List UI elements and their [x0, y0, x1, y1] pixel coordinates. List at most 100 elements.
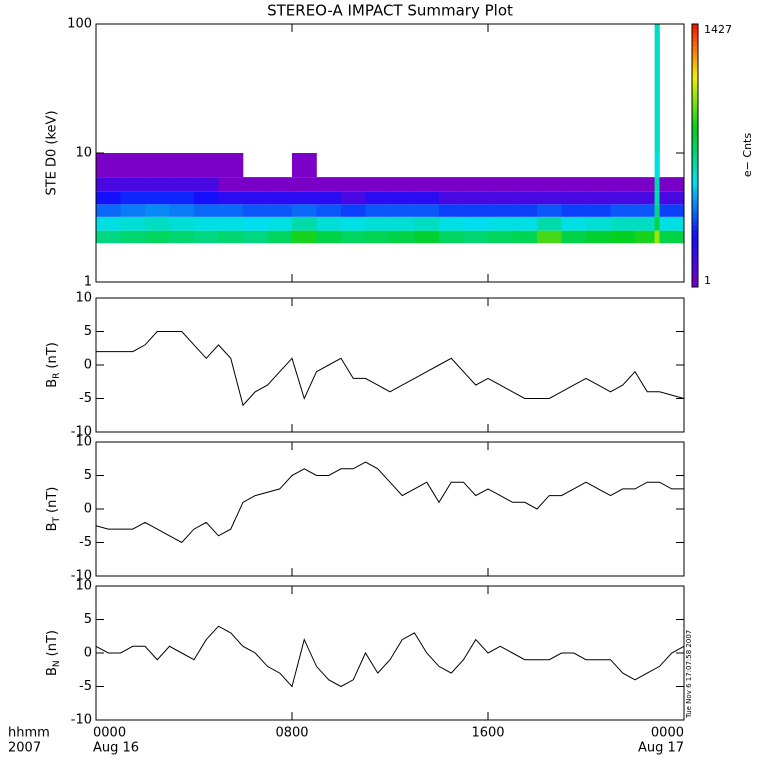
colorbar-step — [692, 37, 698, 43]
heat-cell — [659, 204, 685, 217]
colorbar-step — [692, 28, 698, 34]
x-tick-label: 0000 — [651, 726, 684, 741]
y-label-unit: (nT) — [45, 342, 60, 368]
y-label-unit: (nT) — [45, 487, 60, 513]
heat-cell — [463, 204, 489, 217]
heat-cell — [218, 204, 244, 217]
date-label: Aug 16 — [93, 741, 139, 756]
y-label-sub: R — [52, 373, 62, 379]
x-axis-label: 2007 — [8, 741, 41, 756]
heat-cell — [341, 177, 366, 192]
heat-cell — [537, 177, 562, 192]
y-axis-label: BR (nT) — [45, 342, 62, 388]
heat-cell — [194, 191, 219, 205]
heat-cell — [169, 230, 195, 244]
heat-cell — [120, 153, 146, 178]
colorbar-step — [692, 221, 698, 227]
heat-cell — [316, 230, 342, 244]
y-label-base: B — [45, 379, 60, 388]
heat-cell — [654, 216, 660, 231]
colorbar-step — [692, 54, 698, 60]
heat-cell — [292, 191, 317, 205]
heat-cell — [341, 191, 366, 205]
heat-cell — [243, 177, 268, 192]
colorbar-label: e− Cnts — [741, 133, 754, 177]
heat-cell — [488, 216, 513, 231]
colorbar-step — [692, 225, 698, 231]
heat-cell — [537, 204, 562, 217]
colorbar-step — [692, 32, 698, 38]
colorbar-step — [692, 151, 698, 156]
y-tick-label: -10 — [71, 713, 92, 728]
colorbar-step — [692, 146, 698, 152]
heat-cell — [194, 204, 219, 217]
y-tick-label: 10 — [75, 435, 92, 450]
y-tick-label: 10 — [75, 291, 92, 306]
y-tick-label: 0 — [84, 502, 92, 517]
y-label-base: B — [45, 522, 60, 531]
colorbar-step — [692, 199, 698, 205]
heat-cell — [463, 230, 489, 244]
heat-cell — [635, 177, 655, 192]
colorbar-step — [692, 142, 698, 148]
heat-cell — [292, 230, 317, 244]
heat-cell — [316, 216, 342, 231]
heat-cell — [218, 191, 244, 205]
heat-cell — [145, 204, 170, 217]
heat-cell — [390, 216, 415, 231]
heat-cell — [654, 24, 660, 153]
colorbar-step — [692, 260, 698, 266]
y-tick-label: 10 — [75, 579, 92, 594]
heat-cell — [659, 216, 685, 231]
heat-cell — [316, 204, 342, 217]
heat-cell — [169, 216, 195, 231]
heat-cell — [537, 230, 562, 244]
heat-cell — [463, 177, 489, 192]
heat-cell — [243, 204, 268, 217]
heat-cell — [267, 204, 293, 217]
heat-cell — [635, 191, 655, 205]
colorbar-step — [692, 107, 698, 113]
heat-cell — [169, 177, 195, 192]
heat-cell — [610, 230, 636, 244]
heat-cell — [512, 177, 538, 192]
heat-cell — [145, 191, 170, 205]
heat-cell — [463, 216, 489, 231]
heat-cell — [218, 177, 244, 192]
heat-cell — [654, 204, 660, 217]
colorbar-step — [692, 243, 698, 249]
heat-cell — [96, 230, 121, 244]
date-label: Aug 17 — [638, 741, 684, 756]
heat-cell — [610, 204, 636, 217]
colorbar-step — [692, 216, 698, 222]
plot-frame — [95, 441, 685, 577]
colorbar-step — [692, 203, 698, 209]
heat-cell — [414, 177, 440, 192]
heat-cell — [488, 230, 513, 244]
heat-cell — [610, 191, 636, 205]
heat-cell — [365, 204, 391, 217]
heat-cell — [659, 191, 685, 205]
colorbar-step — [692, 238, 698, 244]
heat-cell — [292, 177, 317, 192]
x-tick-label: 1600 — [471, 726, 504, 741]
colorbar-step — [692, 186, 698, 192]
colorbar-step — [692, 212, 698, 218]
heat-cell — [218, 216, 244, 231]
heat-cell — [414, 204, 440, 217]
heat-cell — [414, 216, 440, 231]
heat-cell — [267, 230, 293, 244]
heat-cell — [365, 191, 391, 205]
colorbar-step — [692, 72, 698, 78]
chart-title: STEREO-A IMPACT Summary Plot — [267, 2, 513, 20]
y-tick-label: 5 — [84, 324, 92, 339]
y-tick-label: 0 — [84, 646, 92, 661]
colorbar-step — [692, 282, 698, 288]
colorbar-step — [692, 80, 698, 86]
y-axis-label: STE D0 (keV) — [45, 110, 60, 195]
plot-frame — [95, 585, 685, 721]
heat-cell — [96, 153, 121, 178]
data-line — [95, 461, 684, 544]
heat-cell — [512, 204, 538, 217]
